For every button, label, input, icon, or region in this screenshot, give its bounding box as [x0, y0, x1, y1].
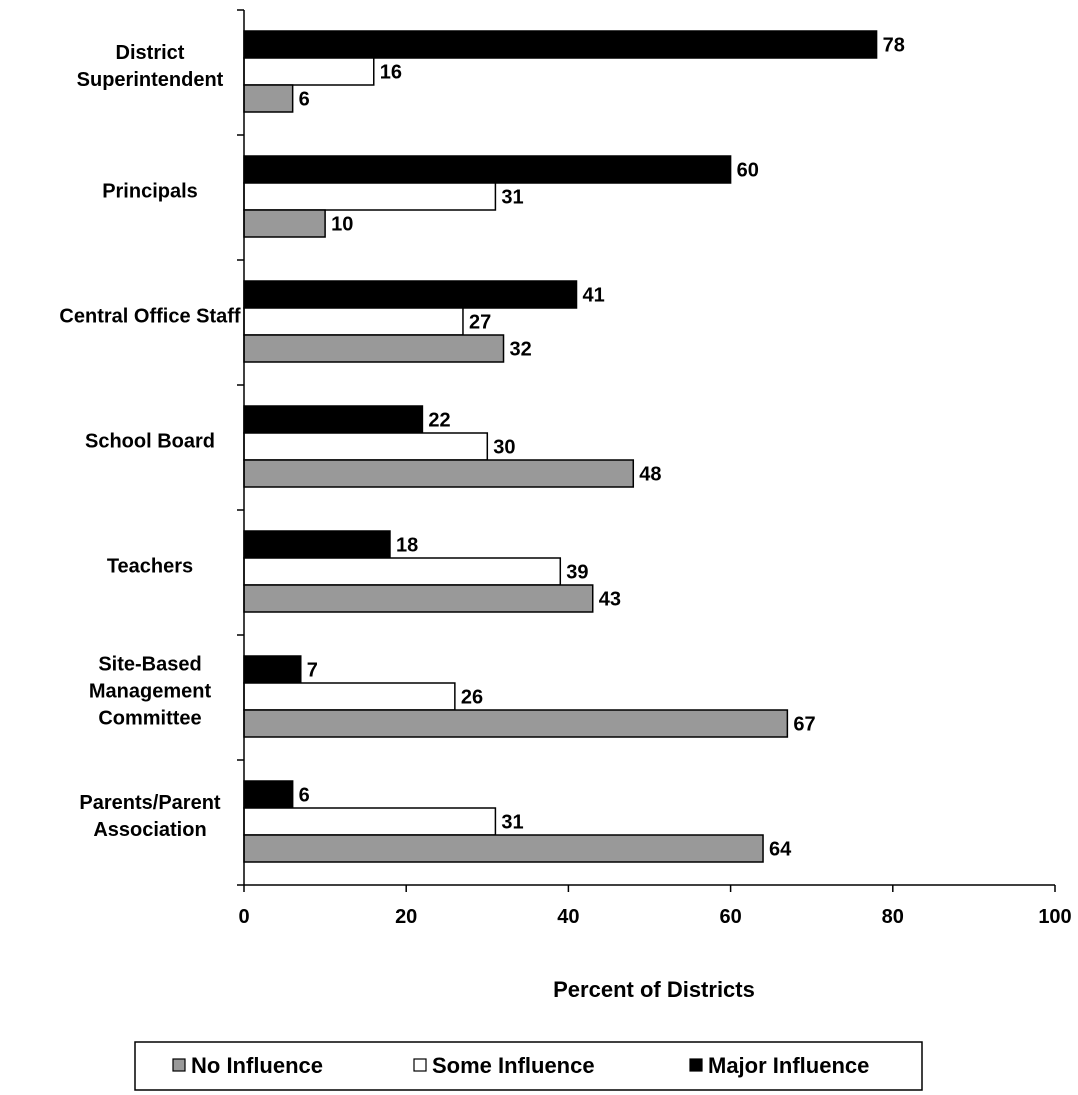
bar-value-label: 27	[469, 312, 491, 334]
x-tick-label: 60	[719, 906, 741, 928]
bar-some-influence	[243, 182, 497, 211]
bar-no-influence	[243, 84, 294, 113]
bar-value-label: 39	[566, 562, 588, 584]
bar-major-influence	[243, 405, 424, 434]
x-tick-label: 0	[238, 906, 249, 928]
category-label: Teachers	[107, 556, 193, 578]
bar-value-label: 32	[510, 339, 532, 361]
bar-value-label: 48	[639, 464, 661, 486]
bar-value-label: 67	[793, 714, 815, 736]
bar-value-label: 60	[737, 160, 759, 182]
x-axis-title: Percent of Districts	[553, 977, 755, 1002]
bar-major-influence	[243, 780, 294, 809]
bar-value-label: 26	[461, 687, 483, 709]
legend-label: Some Influence	[432, 1053, 595, 1078]
x-tick-label: 20	[395, 906, 417, 928]
bar-some-influence	[243, 57, 375, 86]
bar-value-label: 22	[428, 410, 450, 432]
x-tick-label: 100	[1038, 906, 1071, 928]
category-label: Parents/Parent Association	[79, 792, 221, 841]
bar-value-label: 7	[307, 660, 318, 682]
bar-major-influence	[243, 655, 302, 684]
bar-no-influence	[243, 834, 764, 863]
bar-major-influence	[243, 530, 391, 559]
bar-value-label: 18	[396, 535, 418, 557]
legend: No Influence Some Influence Major Influenc…	[134, 1041, 923, 1091]
bar-no-influence	[243, 459, 635, 488]
axes-layer: 0 20 40 60 80 100	[237, 9, 1072, 928]
labels-layer: 78 16 6 District Superintendent 60 31 10 Princip…	[59, 35, 904, 861]
bar-no-influence	[243, 334, 505, 363]
category-label: District Superintendent	[77, 42, 224, 91]
bar-value-label: 30	[493, 437, 515, 459]
bar-some-influence	[243, 807, 497, 836]
legend-label: No Influence	[191, 1053, 323, 1078]
category-label: Principals	[102, 181, 198, 203]
category-label: School Board	[85, 431, 215, 453]
bar-some-influence	[243, 557, 562, 586]
bar-major-influence	[243, 155, 732, 184]
bar-value-label: 64	[769, 839, 792, 861]
category-label: Site-Based Management Committee	[89, 654, 212, 730]
bar-some-influence	[243, 432, 489, 461]
bar-some-influence	[243, 682, 456, 711]
bar-major-influence	[243, 30, 878, 59]
legend-swatch-major-influence	[689, 1058, 703, 1072]
bar-value-label: 31	[501, 812, 523, 834]
bar-value-label: 6	[299, 785, 310, 807]
bar-some-influence	[243, 307, 464, 336]
legend-swatch-no-influence	[172, 1058, 186, 1072]
bar-value-label: 10	[331, 214, 353, 236]
bar-value-label: 16	[380, 62, 402, 84]
bar-no-influence	[243, 209, 326, 238]
bar-value-label: 78	[883, 35, 905, 57]
category-label: Central Office Staff	[59, 306, 240, 328]
legend-swatch-some-influence	[413, 1058, 427, 1072]
bar-no-influence	[243, 584, 594, 613]
legend-label: Major Influence	[708, 1053, 869, 1078]
x-tick-label: 80	[882, 906, 904, 928]
legend-box	[134, 1041, 923, 1091]
bar-major-influence	[243, 280, 578, 309]
bars-layer	[243, 30, 878, 863]
x-tick-label: 40	[557, 906, 579, 928]
bar-value-label: 31	[501, 187, 523, 209]
bar-value-label: 41	[583, 285, 605, 307]
bar-no-influence	[243, 709, 789, 738]
bar-value-label: 43	[599, 589, 621, 611]
bar-value-label: 6	[299, 89, 310, 111]
